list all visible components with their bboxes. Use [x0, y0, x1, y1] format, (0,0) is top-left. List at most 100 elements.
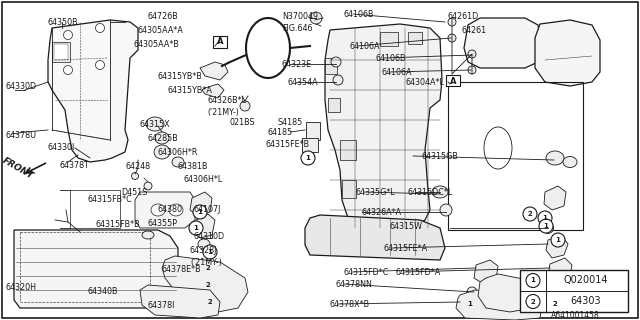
Text: 64378E*B: 64378E*B — [162, 265, 202, 274]
Text: 64330I: 64330I — [48, 143, 76, 152]
Circle shape — [144, 182, 152, 190]
Circle shape — [526, 274, 540, 287]
Text: ('21MY-): ('21MY-) — [207, 108, 239, 117]
Bar — [328, 98, 340, 112]
Text: 64305AA*B: 64305AA*B — [133, 40, 179, 49]
Text: 64303: 64303 — [571, 297, 602, 307]
Circle shape — [193, 205, 207, 219]
Text: 64381B: 64381B — [178, 162, 209, 171]
Ellipse shape — [484, 127, 512, 169]
Text: 1: 1 — [543, 223, 548, 229]
Circle shape — [440, 204, 452, 216]
Text: 64354A: 64354A — [288, 78, 319, 87]
Circle shape — [543, 222, 554, 234]
Circle shape — [201, 278, 215, 292]
Ellipse shape — [142, 231, 154, 239]
Text: 64261: 64261 — [462, 26, 487, 35]
Text: 64323E: 64323E — [282, 60, 312, 69]
Text: 64261D: 64261D — [448, 12, 479, 21]
Polygon shape — [190, 192, 212, 216]
Text: 64305AA*A: 64305AA*A — [138, 26, 184, 35]
Text: 64106A: 64106A — [350, 42, 381, 51]
Polygon shape — [135, 192, 195, 228]
Text: 64315FE*B: 64315FE*B — [266, 140, 310, 149]
Circle shape — [131, 172, 138, 180]
Text: 64326B*L: 64326B*L — [207, 96, 246, 105]
Polygon shape — [325, 24, 442, 228]
Text: FRONT: FRONT — [1, 156, 35, 180]
Circle shape — [448, 34, 456, 42]
Bar — [306, 122, 320, 140]
Bar — [325, 58, 337, 74]
Ellipse shape — [154, 145, 170, 159]
Text: 64285B: 64285B — [148, 134, 179, 143]
Text: 64335G*L: 64335G*L — [356, 188, 396, 197]
Circle shape — [538, 211, 552, 225]
Text: 1: 1 — [305, 155, 310, 161]
Text: 64304A*L: 64304A*L — [406, 78, 445, 87]
Circle shape — [63, 30, 72, 39]
Text: 021BS: 021BS — [230, 118, 255, 127]
Text: 64315FB*C: 64315FB*C — [88, 195, 132, 204]
Bar — [52, 42, 70, 62]
Ellipse shape — [146, 117, 164, 131]
Circle shape — [539, 219, 553, 233]
Text: 2: 2 — [527, 211, 532, 217]
Text: 64306H*L: 64306H*L — [183, 175, 222, 184]
Text: 64315YB*B: 64315YB*B — [158, 72, 203, 81]
Polygon shape — [464, 18, 542, 68]
Circle shape — [448, 18, 456, 26]
Text: A641001458: A641001458 — [550, 311, 600, 320]
Ellipse shape — [169, 204, 183, 216]
Text: 64378X*B: 64378X*B — [330, 300, 370, 309]
Polygon shape — [140, 285, 220, 318]
Text: 1: 1 — [198, 209, 202, 215]
Text: N370049: N370049 — [282, 12, 318, 21]
Text: D451S: D451S — [121, 188, 147, 197]
Text: 64320H: 64320H — [5, 283, 36, 292]
Text: 64315X: 64315X — [140, 120, 171, 129]
Text: 64315FE*A: 64315FE*A — [384, 244, 428, 253]
Text: 1: 1 — [207, 249, 212, 255]
Circle shape — [201, 261, 215, 275]
Polygon shape — [535, 20, 600, 86]
Text: 64378I: 64378I — [148, 301, 175, 310]
Circle shape — [63, 66, 72, 75]
Text: 1: 1 — [531, 277, 536, 284]
Text: 64315FD*C: 64315FD*C — [344, 268, 389, 277]
Text: 64315FB*B: 64315FB*B — [96, 220, 141, 229]
Text: 64378T: 64378T — [60, 161, 90, 170]
Text: 2: 2 — [531, 299, 536, 305]
Polygon shape — [548, 258, 572, 282]
Bar — [340, 140, 356, 160]
Circle shape — [203, 245, 217, 259]
Bar — [54, 44, 68, 60]
Text: FIG.646: FIG.646 — [282, 24, 312, 33]
Polygon shape — [193, 214, 215, 238]
Ellipse shape — [563, 156, 577, 167]
Text: 2: 2 — [205, 265, 211, 271]
Text: 64315GB: 64315GB — [422, 152, 459, 161]
Bar — [70, 190, 120, 228]
Circle shape — [331, 57, 341, 67]
Text: 64315W: 64315W — [390, 222, 423, 231]
Bar — [20, 232, 150, 302]
Text: 1: 1 — [543, 215, 547, 221]
Text: 64315YB*A: 64315YB*A — [167, 86, 212, 95]
Text: ('21MY-): ('21MY-) — [190, 258, 222, 267]
Text: 64378U: 64378U — [5, 131, 36, 140]
Circle shape — [203, 295, 217, 309]
Text: 1: 1 — [468, 301, 472, 307]
Ellipse shape — [546, 151, 564, 165]
Text: 64380: 64380 — [158, 205, 183, 214]
Text: Q020014: Q020014 — [564, 276, 608, 285]
Bar — [202, 218, 212, 238]
Bar — [342, 180, 356, 198]
Text: 64248: 64248 — [125, 162, 150, 171]
Circle shape — [301, 151, 315, 165]
Ellipse shape — [155, 132, 169, 144]
Circle shape — [468, 50, 476, 58]
Ellipse shape — [172, 157, 184, 167]
Bar — [408, 32, 422, 44]
Circle shape — [467, 287, 477, 297]
